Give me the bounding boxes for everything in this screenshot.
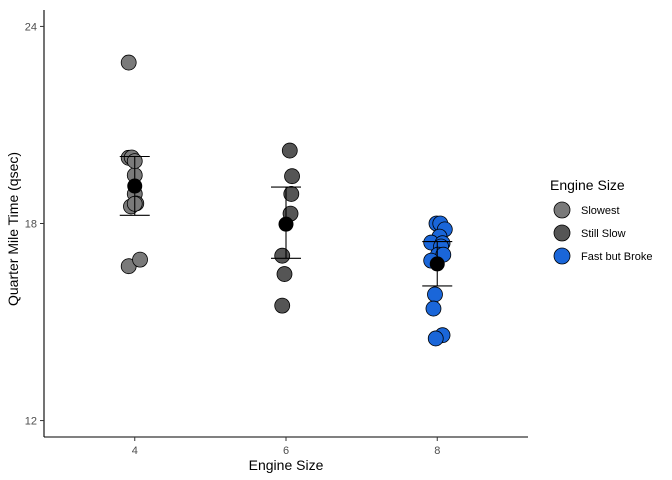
data-point [283,186,300,202]
legend-key-slowest [553,201,571,219]
legend-key-still-slow [553,224,571,242]
legend-item-fast-but-broke: Fast but Broke [553,247,653,265]
legend-label-still-slow: Still Slow [581,228,626,240]
data-point [425,300,442,317]
y-tick-label: 18 [25,219,37,231]
x-tick-label: 4 [132,445,138,457]
data-point [427,286,443,303]
legend-title: Engine Size [550,177,625,193]
legend-key-fast-but-broke [553,247,571,265]
x-tick-label: 8 [434,445,440,457]
data-point [276,266,293,282]
mean-point [278,216,294,232]
legend-label-fast-but-broke: Fast but Broke [581,251,653,263]
x-axis-title: Engine Size [249,457,324,473]
data-point [427,330,444,347]
legend-label-slowest: Slowest [581,205,620,217]
legend-item-slowest: Slowest [553,201,620,219]
x-tick-label: 6 [283,445,289,457]
data-point [132,251,148,268]
data-point [281,142,298,159]
legend-item-still-slow: Still Slow [553,224,626,242]
plot-area: 12 18 24 4 6 8 [25,10,528,457]
data-point [120,54,137,71]
mean-point [127,178,143,194]
y-tick-label: 24 [25,21,37,33]
y-axis-title: Quarter Mile Time (qsec) [5,152,21,306]
mean-point [429,256,445,272]
data-point [274,297,291,314]
data-point [284,168,300,185]
data-point [274,247,291,264]
y-tick-label: 12 [25,416,37,428]
